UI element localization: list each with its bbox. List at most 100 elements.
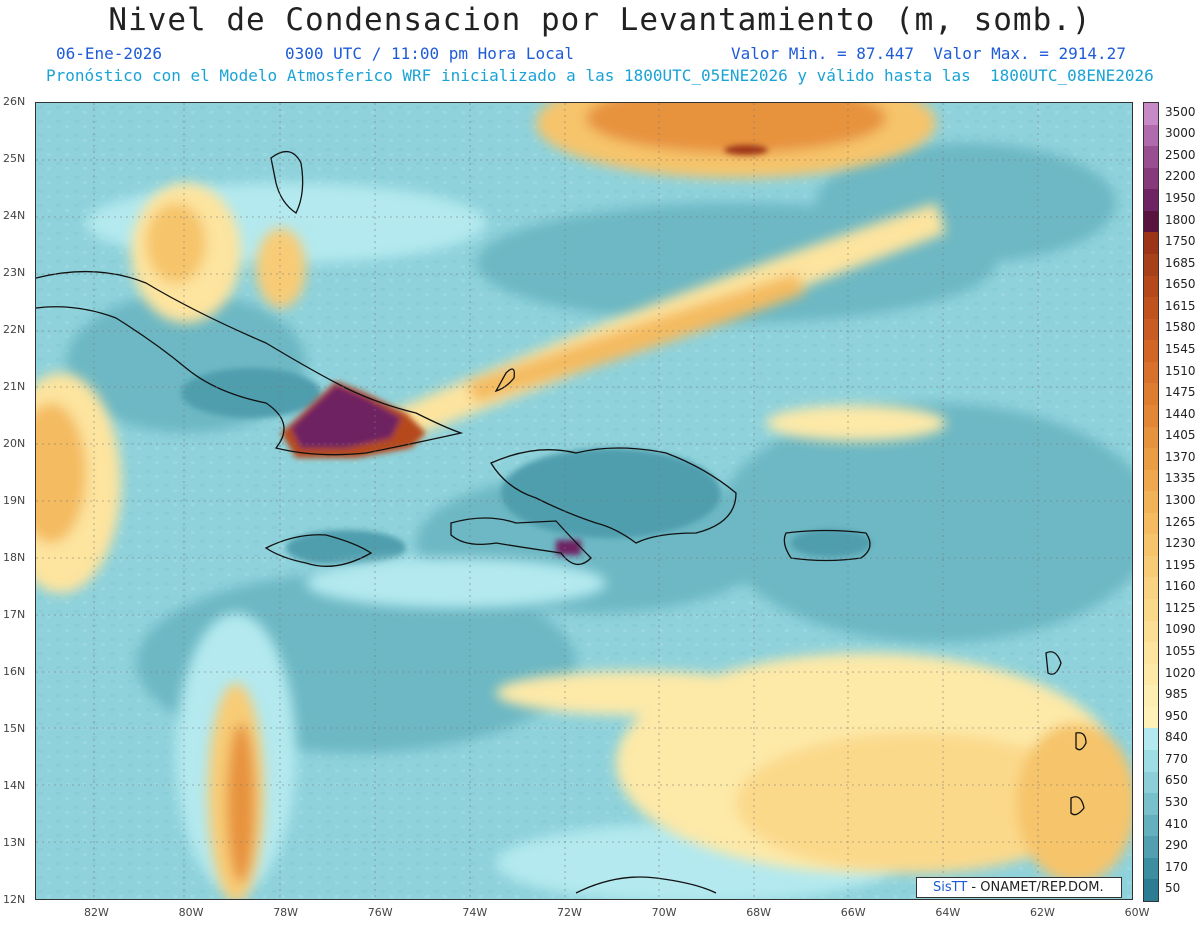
color-scale-label: 1510 <box>1165 363 1196 378</box>
color-scale-label: 650 <box>1165 773 1188 788</box>
color-scale-label: 1580 <box>1165 320 1196 335</box>
color-scale-cell <box>1144 426 1158 449</box>
color-scale-cell <box>1144 599 1158 622</box>
color-scale-cell <box>1144 340 1158 363</box>
color-scale-cell <box>1144 577 1158 600</box>
color-scale-label: 840 <box>1165 730 1188 745</box>
color-scale-cell <box>1144 642 1158 665</box>
color-scale-label: 290 <box>1165 838 1188 853</box>
lon-label: 82W <box>84 906 109 919</box>
color-scale-label: 3000 <box>1165 126 1196 141</box>
lon-label: 70W <box>651 906 677 919</box>
color-scale-bar <box>1143 102 1159 902</box>
map-title: Nivel de Condensacion por Levantamiento … <box>108 2 1092 38</box>
color-scale-cell <box>1144 232 1158 255</box>
lat-label: 13N <box>3 836 26 849</box>
color-scale-label: 1685 <box>1165 255 1196 270</box>
credit-box: SisTT - ONAMET/REP.DOM. <box>916 877 1122 898</box>
color-scale-cell <box>1144 771 1158 794</box>
lat-label: 20N <box>3 437 26 450</box>
color-scale-label: 1950 <box>1165 191 1196 206</box>
lcl-field <box>36 103 1132 899</box>
color-scale-cell <box>1144 750 1158 773</box>
color-scale-cell <box>1144 814 1158 837</box>
color-scale-cell <box>1144 857 1158 880</box>
lat-label: 24N <box>3 209 26 222</box>
color-scale-label: 1545 <box>1165 342 1196 357</box>
lon-label: 80W <box>178 906 204 919</box>
color-scale-cell <box>1144 879 1158 902</box>
color-scale-cell <box>1144 146 1158 169</box>
lat-label: 12N <box>3 893 26 906</box>
color-scale-cell <box>1144 836 1158 859</box>
color-scale-cell <box>1144 534 1158 557</box>
lat-label: 21N <box>3 380 26 393</box>
color-scale-label: 1405 <box>1165 428 1196 443</box>
color-scale-label: 410 <box>1165 816 1188 831</box>
forecast-time: 0300 UTC / 11:00 pm Hora Local <box>285 44 574 63</box>
color-scale-label: 170 <box>1165 859 1188 874</box>
color-scale-cell <box>1144 189 1158 212</box>
lon-label: 72W <box>557 906 582 919</box>
color-scale-label: 1750 <box>1165 234 1196 249</box>
color-scale-cell <box>1144 793 1158 816</box>
lat-label: 26N <box>3 95 26 108</box>
lat-label: 16N <box>3 665 26 678</box>
lon-label: 74W <box>462 906 488 919</box>
color-scale-label: 1020 <box>1165 665 1196 680</box>
color-scale-cell <box>1144 555 1158 578</box>
color-scale-cell <box>1144 253 1158 277</box>
color-scale-label: 1230 <box>1165 536 1196 551</box>
color-scale-label: 530 <box>1165 794 1188 809</box>
color-scale-cell <box>1144 404 1158 427</box>
lon-label: 64W <box>935 906 961 919</box>
lon-label: 76W <box>367 906 393 919</box>
lat-label: 22N <box>3 323 26 336</box>
color-scale-cell <box>1144 318 1158 341</box>
lat-label: 18N <box>3 551 26 564</box>
color-scale-label: 1800 <box>1165 212 1196 227</box>
lat-label: 17N <box>3 608 26 621</box>
credit-text: - ONAMET/REP.DOM. <box>967 880 1104 895</box>
color-scale-cell <box>1144 728 1158 751</box>
color-scale-label: 1650 <box>1165 277 1196 292</box>
color-scale-label: 1335 <box>1165 471 1196 486</box>
forecast-date: 06-Ene-2026 <box>56 44 162 63</box>
color-scale-label: 1265 <box>1165 514 1196 529</box>
color-scale-cell <box>1144 124 1158 147</box>
lat-label: 23N <box>3 266 26 279</box>
color-scale-label: 2500 <box>1165 147 1196 162</box>
color-scale-cell <box>1144 706 1158 729</box>
color-scale-label: 770 <box>1165 751 1188 766</box>
color-scale-cell <box>1144 103 1158 126</box>
color-scale-label: 1475 <box>1165 385 1196 400</box>
color-scale-label: 1055 <box>1165 643 1196 658</box>
color-scale-cell <box>1144 275 1158 298</box>
color-scale-cell <box>1144 663 1158 686</box>
color-scale-label: 1615 <box>1165 298 1196 313</box>
lon-label: 62W <box>1030 906 1055 919</box>
model-description: Pronóstico con el Modelo Atmosferico WRF… <box>46 66 1154 85</box>
color-scale-cell <box>1144 297 1158 320</box>
color-scale-label: 1300 <box>1165 493 1196 507</box>
color-scale-cell <box>1144 167 1158 190</box>
color-scale-cell <box>1144 512 1158 535</box>
color-scale-label: 3500 <box>1165 104 1196 119</box>
lat-label: 19N <box>3 494 26 507</box>
color-scale-cell <box>1144 210 1158 233</box>
color-scale-label: 1090 <box>1165 622 1196 637</box>
color-scale-label: 985 <box>1165 687 1188 702</box>
sistt-logo: SisTT <box>933 880 968 895</box>
color-scale-cell <box>1144 620 1158 643</box>
lon-label: 78W <box>273 906 299 919</box>
color-scale-cell <box>1144 383 1158 406</box>
color-scale-label: 1370 <box>1165 449 1196 464</box>
color-scale-label: 1160 <box>1165 579 1196 594</box>
color-scale-cell <box>1144 448 1158 471</box>
lat-label: 25N <box>3 152 26 165</box>
color-scale-cell <box>1144 491 1158 514</box>
color-scale-cell <box>1144 685 1158 708</box>
lon-label: 66W <box>840 906 866 919</box>
color-scale-label: 50 <box>1165 881 1181 896</box>
color-scale-label: 2200 <box>1165 169 1196 184</box>
